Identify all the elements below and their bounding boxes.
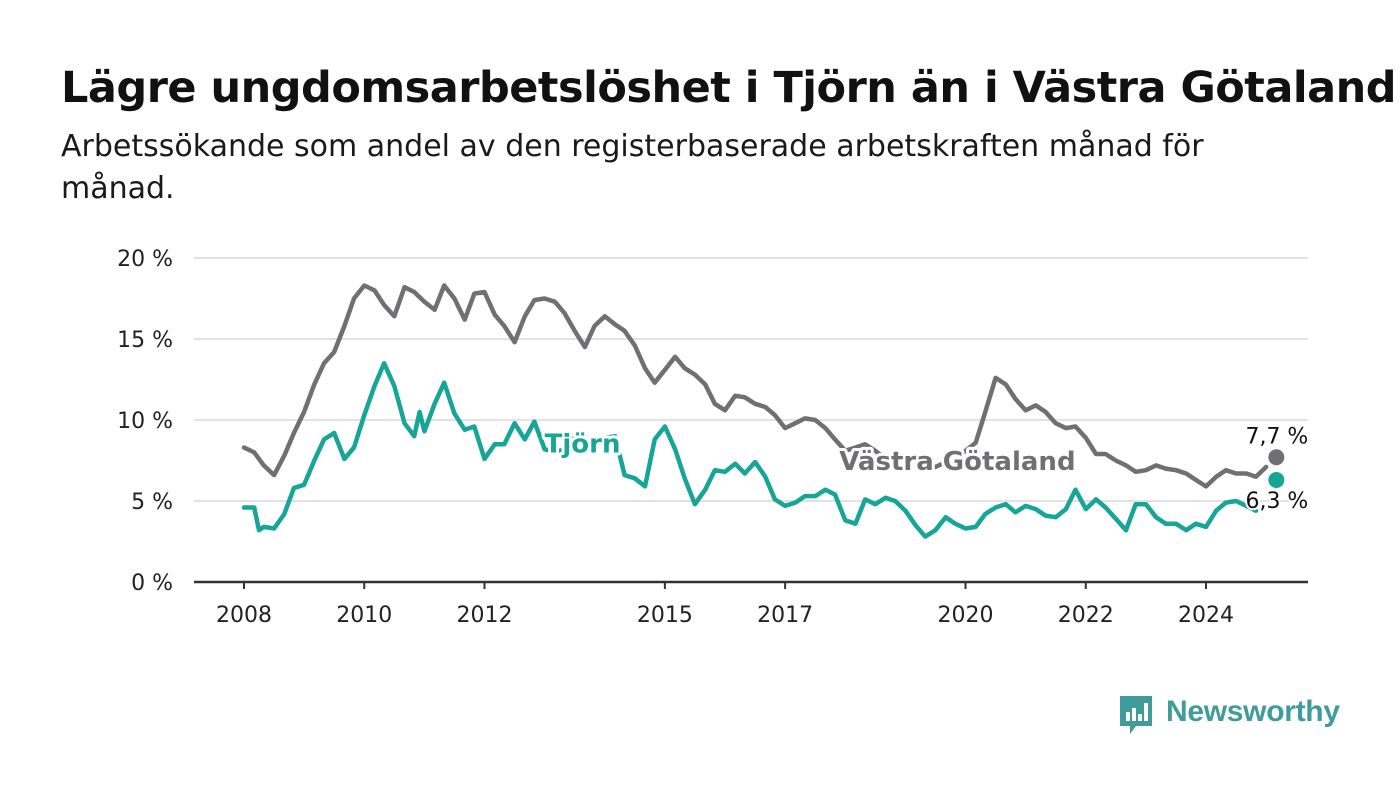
x-axis-ticks: 2008 2010 2012 2015 2017 2020 2022 2024 [216, 582, 1234, 628]
chart-subtitle: Arbetssökande som andel av den registerb… [61, 129, 1204, 206]
y-tick-label: 15 % [117, 328, 173, 353]
y-tick-label: 5 % [131, 490, 173, 515]
x-tick-label: 2022 [1058, 603, 1114, 628]
y-tick-label: 20 % [117, 247, 173, 272]
y-tick-label: 10 % [117, 409, 173, 434]
bar-chart-logo-icon [1118, 694, 1154, 734]
series-line-vastra-gotaland [241, 283, 1269, 489]
y-tick-label: 0 % [131, 571, 173, 596]
series-line-tjorn [241, 361, 1259, 539]
end-point-vastra-gotaland [1268, 449, 1285, 466]
x-tick-label: 2010 [336, 603, 392, 628]
series-labels: Tjörn Västra Götaland [542, 426, 1079, 480]
x-tick-label: 2008 [216, 603, 272, 628]
x-tick-label: 2024 [1178, 603, 1234, 628]
series-label-tjorn: Tjörn [545, 429, 621, 459]
series-label-vastra-gotaland: Västra Götaland [839, 447, 1075, 477]
x-tick-label: 2020 [938, 603, 994, 628]
newsworthy-logo: Newsworthy [1118, 690, 1340, 734]
end-value-label: 7,7 % [1245, 424, 1308, 449]
series-lines: 7,7 % 6,3 % [241, 283, 1310, 539]
x-tick-label: 2012 [457, 603, 513, 628]
end-value-label: 6,3 % [1245, 489, 1308, 514]
y-axis-ticks: 0 % 5 % 10 % 15 % 20 % [117, 247, 173, 596]
chart-title: Lägre ungdomsarbetslöshet i Tjörn än i V… [61, 63, 1397, 113]
end-point-tjorn [1268, 471, 1285, 488]
gridlines [194, 257, 1308, 584]
x-tick-label: 2017 [757, 603, 813, 628]
x-tick-label: 2015 [637, 603, 693, 628]
brand-name: Newsworthy [1166, 695, 1340, 728]
